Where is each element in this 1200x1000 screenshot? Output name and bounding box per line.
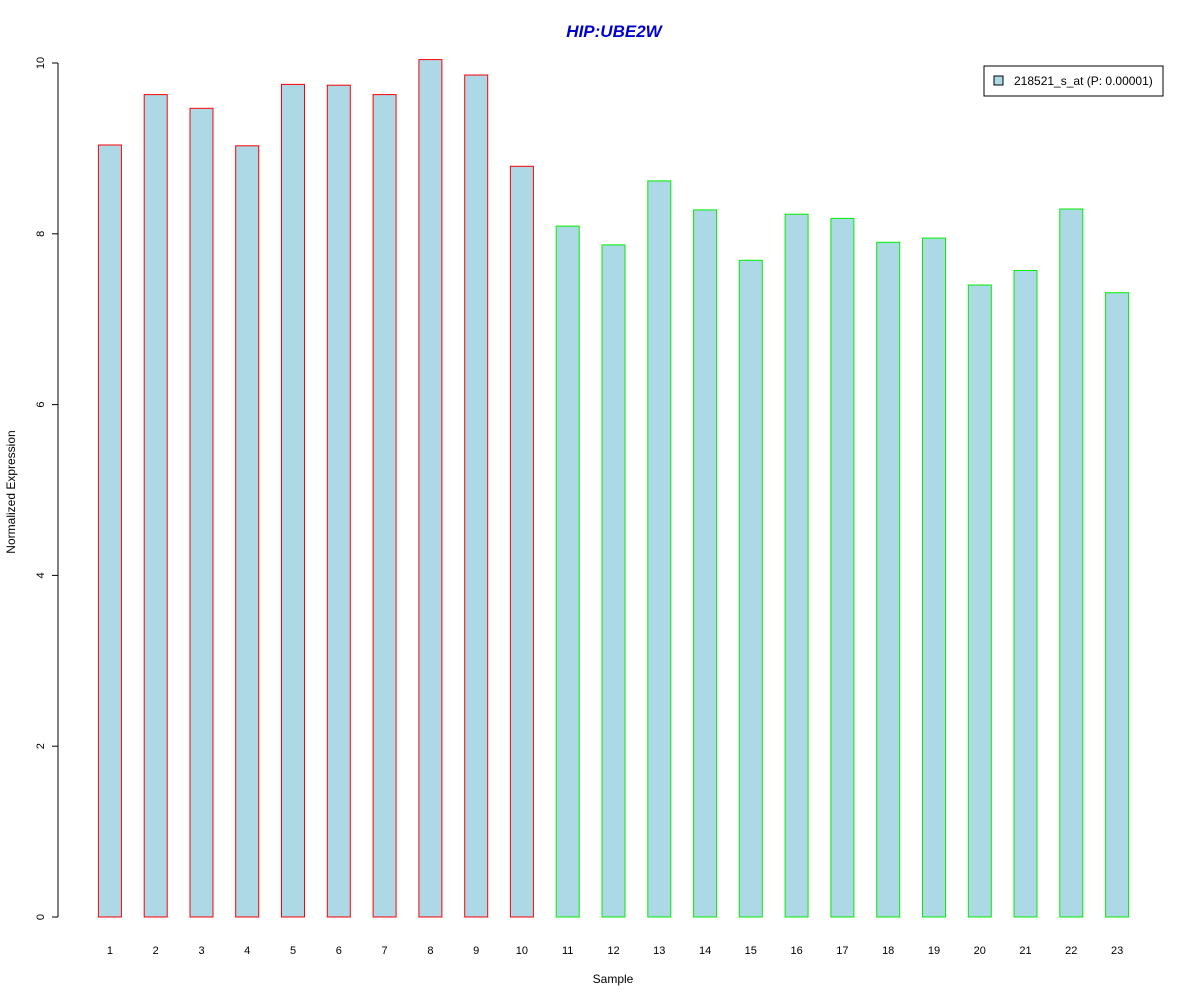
bar-sample-7 <box>372 94 397 918</box>
x-tick-label: 7 <box>382 945 388 957</box>
bar-sample-5 <box>281 83 305 918</box>
x-tick-label: 3 <box>198 945 204 957</box>
bars-group <box>97 59 1130 918</box>
bar-sample-2 <box>143 94 168 918</box>
y-tick-label: 10 <box>35 57 47 69</box>
y-tick-label: 2 <box>35 743 47 749</box>
x-tick-label: 1 <box>107 945 113 957</box>
x-tick-label: 5 <box>290 945 296 957</box>
bar-sample-13 <box>647 180 672 918</box>
y-tick-label: 6 <box>35 402 47 408</box>
chart-title: HIP:UBE2W <box>566 22 663 41</box>
x-tick-label: 11 <box>562 945 573 957</box>
bar-sample-8 <box>418 59 443 918</box>
bar-sample-3 <box>189 107 214 918</box>
bar-sample-1 <box>97 144 122 918</box>
x-tick-label: 4 <box>244 945 250 957</box>
x-tick-label: 23 <box>1111 945 1123 957</box>
bar-sample-15 <box>738 259 763 918</box>
x-tick-label: 9 <box>473 945 479 957</box>
bar-sample-10 <box>509 165 534 918</box>
bar-sample-9 <box>464 74 489 918</box>
bar-sample-4 <box>235 145 260 918</box>
x-tick-label: 18 <box>882 945 894 957</box>
x-tick-label: 20 <box>974 945 986 957</box>
y-axis-label: Normalized Expression <box>4 430 18 553</box>
bar-sample-20 <box>967 284 992 918</box>
legend: 218521_s_at (P: 0.00001) <box>983 65 1164 97</box>
x-tick-label: 14 <box>699 945 711 957</box>
x-tick-label: 13 <box>653 945 665 957</box>
x-tick-label: 6 <box>336 945 342 957</box>
x-tick-label: 10 <box>516 945 528 957</box>
y-tick-label: 0 <box>35 914 47 920</box>
x-tick-label: 2 <box>153 945 159 957</box>
bar-sample-22 <box>1059 208 1084 918</box>
x-tick-label: 21 <box>1019 945 1031 957</box>
x-tick-label: 17 <box>836 945 848 957</box>
x-tick-label: 12 <box>607 945 619 957</box>
legend-label: 218521_s_at (P: 0.00001) <box>1014 74 1153 88</box>
bar-sample-17 <box>830 217 855 918</box>
y-tick-label: 4 <box>35 572 47 578</box>
x-tick-label: 15 <box>745 945 757 957</box>
x-tick-label: 8 <box>427 945 433 957</box>
bar-sample-21 <box>1013 270 1038 918</box>
bar-sample-6 <box>326 84 351 918</box>
y-axis: 0 2 4 6 8 10 <box>35 57 59 920</box>
x-tick-label: 19 <box>928 945 940 957</box>
x-tick-label: 16 <box>790 945 802 957</box>
x-tick-label: 22 <box>1065 945 1077 957</box>
legend-swatch <box>993 75 1004 86</box>
bar-sample-16 <box>784 213 809 918</box>
bar-sample-18 <box>876 241 901 918</box>
bar-sample-12 <box>601 244 626 918</box>
bar-sample-19 <box>922 237 946 918</box>
x-axis-label: Sample <box>593 972 634 986</box>
x-tick-labels: 1 2 3 4 5 6 7 8 9 10 11 12 13 14 15 16 17 18 19 20 21 22 23 <box>107 945 1123 957</box>
legend-box <box>983 65 1164 97</box>
bar-sample-14 <box>693 209 718 918</box>
bar-sample-11 <box>555 225 580 918</box>
bar-sample-23 <box>1105 292 1130 918</box>
y-tick-label: 8 <box>35 231 47 237</box>
